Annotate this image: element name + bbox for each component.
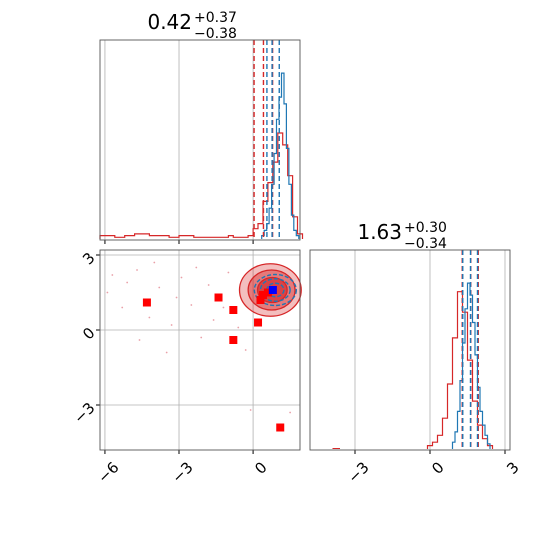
top-left-histogram-panel: 0.42 +0.37−0.38 (99, 10, 304, 244)
red-histogram-series (99, 132, 304, 239)
x-tick-label: 3 (503, 458, 522, 477)
red-square-marker (229, 306, 238, 314)
red-square-marker (276, 423, 285, 432)
sample-point (249, 409, 252, 411)
x-tick-label: 0 (428, 458, 447, 477)
sample-point (222, 306, 225, 309)
red-square-marker (214, 293, 223, 302)
x-tick-label: −3 (344, 458, 372, 486)
blue-histogram-series (261, 72, 300, 239)
sample-point (237, 326, 240, 329)
panel-title-value: 1.63 (357, 220, 402, 244)
sample-point (148, 316, 151, 319)
x-tick-label: 0 (251, 458, 270, 477)
sample-point (227, 271, 230, 274)
panel-frame (99, 39, 301, 241)
sample-point (170, 324, 173, 326)
sample-point (158, 286, 161, 289)
blue-density-contour (253, 273, 297, 307)
red-square-marker (254, 318, 263, 327)
panel-title-upper-error: +0.30 (404, 220, 447, 236)
sample-point (153, 261, 156, 264)
blue-density-contour (259, 278, 291, 302)
sample-point (200, 336, 203, 339)
sample-point (244, 349, 247, 351)
bottom-left-scatter-panel: −6 −3 0 3 0 −3 (70, 249, 302, 487)
bottom-right-histogram-panel: −3 0 3 1.63 +0.30−0.34 (309, 220, 523, 487)
panel-title-value: 0.42 (147, 10, 192, 34)
y-tick-label: −3 (70, 399, 98, 427)
x-tick-label: −3 (168, 458, 196, 486)
sample-point (207, 284, 210, 286)
red-histogram-series (426, 291, 494, 449)
blue-square-marker (268, 286, 277, 294)
red-square-marker (258, 291, 267, 299)
sample-point (121, 306, 124, 309)
panel-frame (309, 249, 511, 451)
y-tick-label: 0 (79, 324, 98, 343)
panel-frame (99, 249, 301, 451)
red-square-marker (263, 288, 272, 297)
panel-title-lower-error: −0.34 (404, 236, 447, 252)
sample-point (195, 266, 198, 269)
sample-point (190, 304, 193, 306)
sample-point (126, 281, 129, 284)
panel-title-upper-error: +0.37 (194, 10, 237, 26)
y-tick-label: 3 (79, 249, 98, 268)
red-square-marker (142, 298, 151, 307)
x-tick-label: −6 (94, 458, 122, 486)
panel-title-lower-error: −0.38 (194, 26, 237, 42)
sample-point (111, 274, 114, 276)
red-square-marker (229, 336, 238, 344)
sample-point (138, 339, 141, 341)
sample-point (106, 291, 109, 294)
sample-point (136, 269, 138, 271)
sample-point (175, 296, 178, 299)
sample-point (289, 411, 292, 414)
blue-histogram-series (451, 282, 491, 449)
sample-point (165, 351, 168, 354)
red-square-marker (256, 296, 265, 304)
sample-point (180, 276, 183, 279)
sample-point (212, 319, 215, 321)
